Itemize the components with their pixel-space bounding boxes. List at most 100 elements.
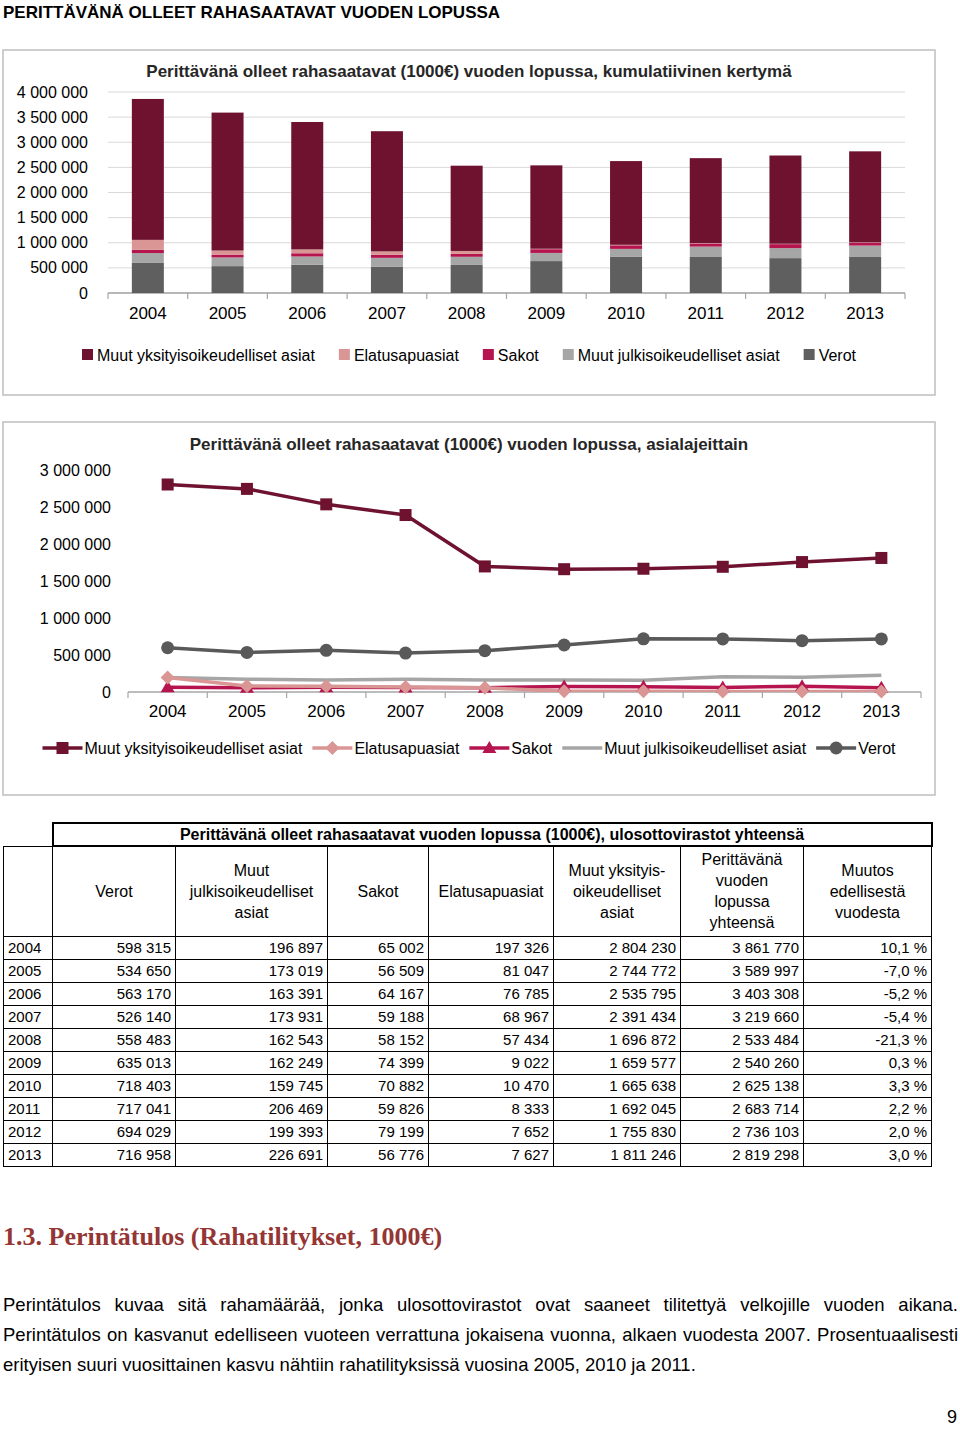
table-title-row: Perittävänä olleet rahasaatavat vuoden l… (4, 823, 932, 846)
x-tick (682, 692, 683, 698)
table-cell: 1 692 045 (554, 1097, 681, 1120)
tick-mark (124, 581, 128, 582)
table-cell: 716 958 (53, 1143, 176, 1166)
x-tick-label: 2004 (149, 702, 187, 721)
x-tick-label: 2007 (387, 702, 425, 721)
x-tick-label: 2011 (704, 702, 741, 721)
table-row: 2008558 483162 54358 15257 4341 696 8722… (4, 1028, 932, 1051)
x-tick (365, 692, 366, 698)
legend-item: Elatusapuasiat (339, 347, 460, 364)
legend-swatch (339, 349, 350, 360)
table-cell: 173 931 (176, 1005, 328, 1028)
table-cell: 3 589 997 (681, 959, 804, 982)
table-cell: 1 659 577 (554, 1051, 681, 1074)
bar (451, 254, 483, 257)
table-cell: 70 882 (328, 1074, 429, 1097)
legend-item: Muut julkisoikeudelliset asiat (563, 347, 780, 364)
bar (371, 258, 403, 267)
table-cell: 74 399 (328, 1051, 429, 1074)
bar (212, 257, 244, 266)
table-cell: 162 543 (176, 1028, 328, 1051)
column-header: Muut julkisoikeudelliset asiat (176, 846, 328, 936)
column-header: Muutos edellisestä vuodesta (804, 846, 932, 936)
series-line (168, 677, 882, 691)
bar (291, 122, 323, 249)
x-tick-label: 2007 (368, 304, 406, 323)
column-header: Verot (53, 846, 176, 936)
x-tick (187, 293, 188, 299)
table-cell: 81 047 (429, 959, 554, 982)
point-marker (162, 478, 174, 490)
bar (291, 249, 323, 253)
legend-marker (57, 742, 69, 754)
table-cell: 196 897 (176, 936, 328, 959)
row-label: 2004 (4, 936, 53, 959)
bar (132, 250, 164, 253)
bar (849, 243, 881, 246)
y-tick-label: 2 500 000 (40, 499, 111, 516)
legend-label: Sakot (511, 740, 552, 757)
table-row: 2011717 041206 46959 8268 3331 692 0452 … (4, 1097, 932, 1120)
bar (769, 156, 801, 244)
point-marker (795, 684, 809, 698)
bar (212, 251, 244, 255)
table-cell: 7 627 (429, 1143, 554, 1166)
bar (212, 113, 244, 251)
bar (610, 161, 642, 245)
table-cell: 56 776 (328, 1143, 429, 1166)
table-cell: 3,0 % (804, 1143, 932, 1166)
table-cell: 57 434 (429, 1028, 554, 1051)
series-line (168, 484, 882, 569)
table-row: 2013716 958226 69156 7767 6271 811 2462 … (4, 1143, 932, 1166)
y-tick-label: 0 (79, 285, 88, 302)
legend-swatch (483, 349, 494, 360)
row-label: 2006 (4, 982, 53, 1005)
chart-title: Perittävänä olleet rahasaatavat (1000€) … (146, 62, 792, 81)
column-header: Muut yksityis- oikeudelliset asiat (554, 846, 681, 936)
bar (610, 249, 642, 257)
point-marker (558, 563, 570, 575)
legend: Muut yksityisoikeudelliset asiat Elatusap… (43, 740, 897, 757)
y-tick-label: 1 000 000 (17, 234, 88, 251)
tick-mark (124, 618, 128, 619)
tick-mark (124, 470, 128, 471)
bar (132, 99, 164, 240)
table-cell: 197 326 (429, 936, 554, 959)
table-cell: 64 167 (328, 982, 429, 1005)
legend-label: Verot (858, 740, 896, 757)
bar (849, 151, 881, 242)
page-number: 9 (947, 1407, 957, 1428)
legend-label: Elatusapuasiat (354, 740, 460, 757)
data-table: Perittävänä olleet rahasaatavat vuoden l… (3, 822, 933, 1167)
bar (371, 267, 403, 293)
table-cell: 79 199 (328, 1120, 429, 1143)
bar (132, 263, 164, 293)
plot-marks (132, 99, 881, 293)
legend-marker (830, 742, 843, 755)
x-tick (207, 692, 208, 698)
point-marker (717, 561, 729, 573)
plot-marks (168, 484, 882, 691)
table-cell: 206 469 (176, 1097, 328, 1120)
x-tick (603, 692, 604, 698)
table-row: 2006563 170163 39164 16776 7852 535 7953… (4, 982, 932, 1005)
bar (291, 256, 323, 264)
point-marker (320, 644, 333, 657)
point-marker (400, 509, 412, 521)
table-cell: 526 140 (53, 1005, 176, 1028)
table-row: 2010718 403159 74570 88210 4701 665 6382… (4, 1074, 932, 1097)
blank-header (4, 846, 53, 936)
table-title: Perittävänä olleet rahasaatavat vuoden l… (53, 823, 932, 846)
table-cell: 1 696 872 (554, 1028, 681, 1051)
table-row: 2007526 140173 93159 18868 9672 391 4343… (4, 1005, 932, 1028)
x-tick-label: 2006 (307, 702, 345, 721)
point-marker (241, 483, 253, 495)
x-tick (825, 293, 826, 299)
charts: Perittävänä olleet rahasaatavat (1000€) … (0, 0, 960, 1429)
legend-label: Verot (819, 347, 857, 364)
y-tick-label: 2 000 000 (40, 536, 111, 553)
legend: Muut yksityisoikeudelliset asiatElatusap… (82, 347, 857, 364)
legend-item: Muut yksityisoikeudelliset asiat (43, 740, 303, 757)
x-tick-label: 2008 (448, 304, 486, 323)
bar (371, 251, 403, 254)
